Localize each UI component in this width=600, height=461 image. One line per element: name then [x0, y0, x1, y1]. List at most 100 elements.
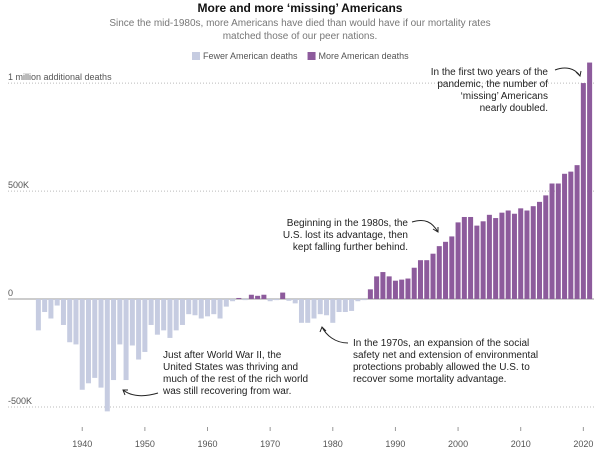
bar	[161, 299, 167, 331]
bar	[104, 299, 110, 412]
bar	[92, 299, 98, 378]
bar	[392, 280, 398, 300]
bar	[549, 183, 555, 300]
bar	[305, 299, 311, 323]
annotation: In the first two years of the	[431, 67, 549, 78]
bar	[342, 299, 348, 313]
bar	[543, 195, 549, 300]
annotation: U.S. lost its advantage, then	[283, 230, 408, 241]
bar	[311, 299, 317, 319]
annotation: protections probably allowed the U.S. to	[353, 362, 530, 373]
bar	[330, 299, 336, 323]
annotation: kept falling further behind.	[293, 242, 408, 253]
bar	[248, 294, 254, 300]
bar	[317, 299, 323, 315]
bar	[267, 299, 273, 302]
legend-swatch	[307, 52, 316, 60]
bar	[536, 201, 543, 300]
x-tick-label: 1940	[72, 439, 92, 449]
bar	[136, 299, 142, 360]
bar	[587, 62, 593, 300]
bar	[574, 165, 580, 300]
bar	[405, 278, 411, 300]
annotation: recover some mortality advantage.	[353, 374, 506, 385]
bar	[236, 297, 242, 300]
bar	[48, 299, 54, 319]
bar	[179, 299, 185, 325]
annotation: United States was thriving and	[163, 362, 298, 373]
bar	[499, 212, 505, 300]
bar	[186, 299, 192, 315]
bar	[349, 299, 355, 311]
bar	[511, 213, 517, 300]
bar	[198, 299, 204, 319]
bar	[367, 289, 373, 300]
bar	[60, 299, 66, 325]
bar	[217, 299, 223, 319]
bar	[568, 171, 574, 300]
legend-swatch	[192, 52, 200, 60]
annotation: was still recovering from war.	[162, 386, 291, 397]
legend-label: Fewer American deaths	[203, 51, 298, 61]
bar	[455, 222, 461, 300]
bar	[518, 208, 524, 300]
bar	[474, 225, 480, 300]
bar	[73, 299, 79, 345]
annotation: much of the rest of the rich world	[163, 374, 308, 385]
bar	[386, 276, 392, 300]
bar	[374, 276, 380, 300]
bar	[67, 299, 73, 343]
bar	[461, 216, 467, 300]
y-tick-label: 500K	[8, 180, 29, 190]
bar	[298, 299, 304, 323]
bar	[211, 299, 217, 315]
bar	[580, 83, 586, 300]
bar	[524, 210, 530, 300]
bar	[411, 267, 417, 300]
bar	[424, 260, 430, 300]
x-tick-label: 1970	[260, 439, 280, 449]
annotation: In the 1970s, an expansion of the social	[353, 338, 529, 349]
bar	[468, 216, 474, 300]
arrow	[122, 389, 159, 397]
annotation: ‘missing’ Americans	[461, 91, 548, 102]
bar	[436, 246, 442, 300]
arrow	[411, 219, 439, 233]
bar	[493, 218, 499, 300]
bar	[54, 299, 60, 306]
bar	[129, 299, 135, 346]
x-tick-label: 1990	[385, 439, 405, 449]
bar	[399, 279, 405, 300]
bar	[85, 299, 92, 384]
annotation: pandemic, the number of	[437, 79, 548, 90]
bar	[79, 299, 85, 390]
bar	[530, 206, 536, 300]
bar	[443, 241, 449, 300]
bar	[205, 299, 211, 317]
arrow	[319, 326, 349, 344]
bar	[223, 299, 229, 307]
bar	[111, 299, 117, 381]
bar	[261, 294, 267, 300]
bar	[562, 173, 568, 300]
bar	[430, 253, 436, 300]
bar	[117, 299, 123, 345]
bar	[42, 299, 48, 313]
bar	[505, 210, 511, 300]
y-tick-label: 1 million additional deaths	[8, 72, 112, 82]
bar	[417, 260, 423, 300]
legend-label: More American deaths	[319, 51, 410, 61]
bar	[192, 299, 198, 316]
y-tick-label: 0	[8, 288, 13, 298]
bar	[555, 183, 561, 300]
bar	[173, 299, 179, 331]
bar	[380, 272, 386, 300]
annotation: nearly doubled.	[480, 103, 548, 114]
x-tick-label: 1950	[135, 439, 155, 449]
y-tick-label: -500K	[8, 396, 32, 406]
bar	[324, 299, 330, 316]
x-tick-label: 2020	[573, 439, 593, 449]
chart-title: More and more ‘missing’ Americans	[198, 1, 403, 15]
bar	[123, 299, 129, 381]
x-tick-label: 1980	[323, 439, 343, 449]
